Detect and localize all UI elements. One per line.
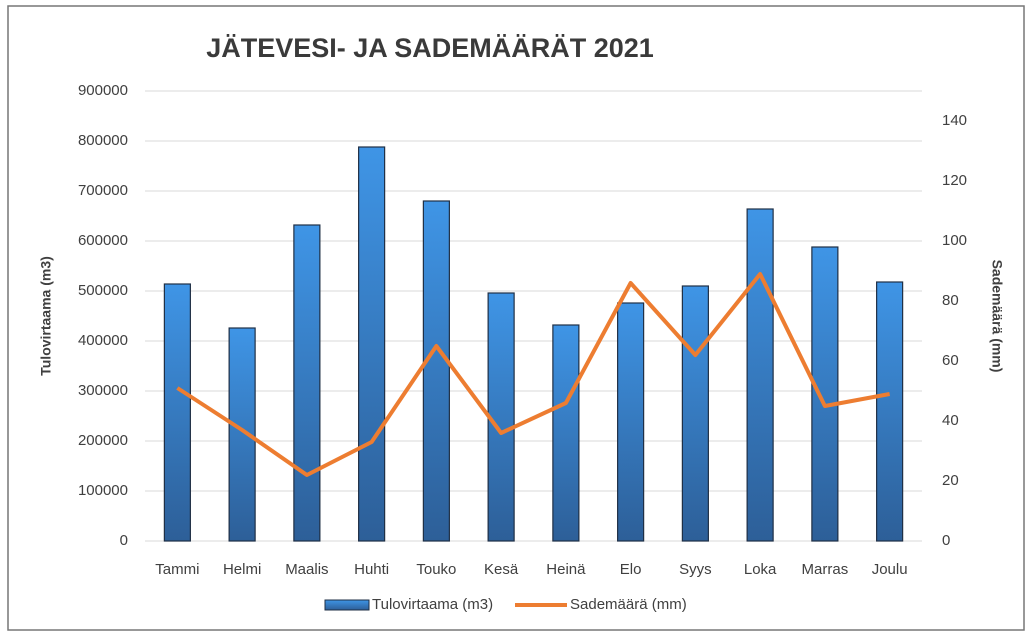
y2-tick-label: 0 [942,532,950,549]
x-tick-label: Touko [416,561,456,578]
legend-swatch [324,599,370,611]
x-tick-label: Helmi [223,561,261,578]
bar [163,283,191,542]
y-tick-label: 200000 [78,432,128,449]
bar [552,324,580,542]
legend-label: Tulovirtaama (m3) [372,596,493,613]
y-tick-label: 800000 [78,132,128,149]
y-tick-label: 700000 [78,182,128,199]
bar [681,285,709,542]
chart-title: JÄTEVESI- JA SADEMÄÄRÄT 2021 [206,33,654,63]
chart-frame [7,5,1025,631]
legend-label: Sademäärä (mm) [570,596,687,613]
x-tick-label: Marras [802,561,849,578]
x-tick-label: Huhti [354,561,389,578]
bar [617,302,645,542]
y-tick-label: 900000 [78,82,128,99]
y2-tick-label: 140 [942,112,967,129]
x-tick-label: Maalis [285,561,328,578]
y2-tick-label: 20 [942,472,959,489]
y-tick-label: 500000 [78,282,128,299]
x-tick-label: Loka [744,561,777,578]
bar [293,224,321,542]
y2-tick-label: 60 [942,352,959,369]
bar [422,200,450,542]
x-tick-label: Elo [620,561,642,578]
y2-tick-label: 100 [942,232,967,249]
y-tick-label: 0 [120,532,128,549]
x-tick-label: Tammi [155,561,199,578]
y-tick-label: 300000 [78,382,128,399]
bar [746,208,774,542]
y-tick-label: 600000 [78,232,128,249]
x-tick-label: Kesä [484,561,519,578]
x-tick-label: Heinä [546,561,586,578]
y-axis-title: Tulovirtaama (m3) [38,256,54,376]
bar [876,281,904,542]
x-tick-label: Joulu [872,561,908,578]
line [176,272,890,477]
bar [487,292,515,542]
bar [811,246,839,542]
y2-axis-title: Sademäärä (mm) [989,260,1005,373]
y2-tick-label: 80 [942,292,959,309]
y2-tick-label: 120 [942,172,967,189]
bar [358,146,386,542]
x-tick-label: Syys [679,561,712,578]
y2-tick-label: 40 [942,412,959,429]
y-tick-label: 400000 [78,332,128,349]
y-tick-label: 100000 [78,482,128,499]
